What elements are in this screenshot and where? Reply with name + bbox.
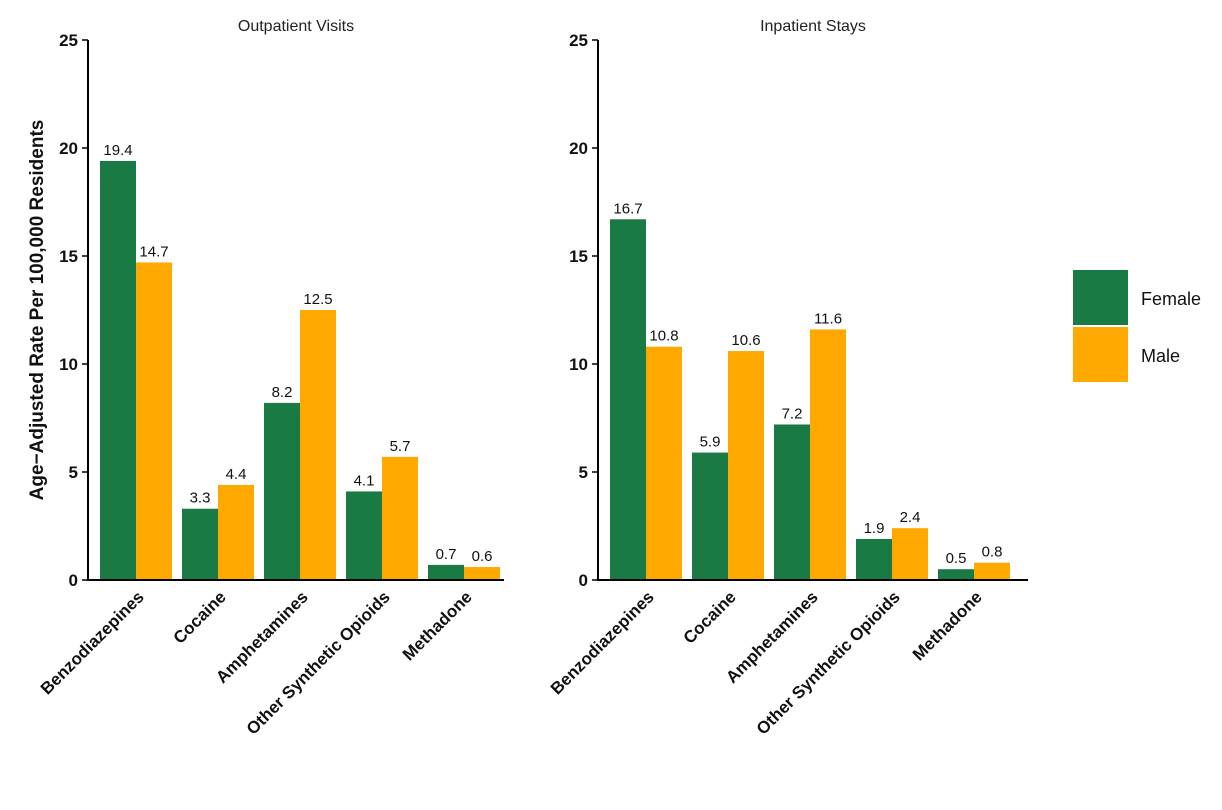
bar-male-methadone — [464, 567, 500, 580]
data-label-male-cocaine: 10.6 — [731, 332, 760, 349]
bar-female-methadone — [938, 569, 974, 580]
data-label-male-cocaine: 4.4 — [226, 466, 247, 483]
data-label-female-amphetamines: 7.2 — [782, 405, 803, 422]
data-label-female-methadone: 0.5 — [946, 550, 967, 567]
data-label-female-benzodiazepines: 16.7 — [613, 200, 642, 217]
category-label-cocaine: Cocaine — [680, 587, 740, 647]
y-tick-label-25: 25 — [59, 31, 78, 50]
y-tick-label-10: 10 — [59, 355, 78, 374]
y-tick-label-10: 10 — [569, 355, 588, 374]
data-label-female-cocaine: 3.3 — [190, 490, 211, 507]
data-label-male-methadone: 0.8 — [982, 544, 1003, 561]
y-axis-title: Age−Adjusted Rate Per 100,000 Residents — [27, 120, 48, 501]
bar-male-other-synthetic-opioids — [892, 528, 928, 580]
data-label-female-benzodiazepines: 19.4 — [103, 142, 132, 159]
bar-male-amphetamines — [810, 329, 846, 580]
panel-inpatient-stays: Inpatient Stays 16.7 10.8 Benzodiazepines 5.… — [547, 18, 1028, 738]
data-label-male-methadone: 0.6 — [472, 548, 493, 565]
data-label-male-amphetamines: 11.6 — [814, 310, 842, 327]
data-label-female-amphetamines: 8.2 — [272, 384, 293, 401]
y-tick-label-15: 15 — [59, 247, 78, 266]
bar-female-amphetamines — [774, 424, 810, 580]
data-label-female-other-synthetic-opioids: 4.1 — [354, 472, 375, 489]
data-label-female-cocaine: 5.9 — [700, 434, 721, 451]
bar-male-cocaine — [728, 351, 764, 580]
bar-male-amphetamines — [300, 310, 336, 580]
data-label-male-benzodiazepines: 10.8 — [649, 328, 678, 345]
panel-title-inpatient-stays: Inpatient Stays — [760, 18, 866, 35]
bar-female-benzodiazepines — [610, 219, 646, 580]
data-label-female-methadone: 0.7 — [436, 546, 457, 563]
data-label-male-other-synthetic-opioids: 2.4 — [900, 509, 921, 526]
data-label-male-benzodiazepines: 14.7 — [139, 243, 168, 260]
data-label-male-other-synthetic-opioids: 5.7 — [390, 438, 411, 455]
category-label-cocaine: Cocaine — [170, 587, 230, 647]
bar-female-amphetamines — [264, 402, 300, 580]
legend-label-male: Male — [1141, 346, 1180, 366]
category-label-benzodiazepines: Benzodiazepines — [547, 587, 658, 698]
category-label-other-synthetic-opioids: Other Synthetic Opioids — [243, 587, 394, 738]
bar-male-cocaine — [218, 484, 254, 580]
category-label-methadone: Methadone — [399, 587, 476, 664]
bar-female-other-synthetic-opioids — [856, 538, 892, 580]
data-label-female-other-synthetic-opioids: 1.9 — [864, 520, 885, 537]
y-tick-label-0: 0 — [69, 571, 78, 590]
legend-label-female: Female — [1141, 289, 1201, 309]
bar-female-cocaine — [692, 452, 728, 580]
y-tick-label-25: 25 — [569, 31, 588, 50]
y-tick-label-5: 5 — [579, 463, 588, 482]
bar-female-methadone — [428, 564, 464, 580]
data-label-male-amphetamines: 12.5 — [303, 291, 332, 308]
category-label-benzodiazepines: Benzodiazepines — [37, 587, 148, 698]
bar-male-benzodiazepines — [646, 346, 682, 580]
panel-title-outpatient-visits: Outpatient Visits — [238, 18, 354, 35]
bar-male-benzodiazepines — [136, 262, 172, 580]
bar-female-other-synthetic-opioids — [346, 491, 382, 580]
panel-outpatient-visits: Outpatient Visits 19.4 14.7 Benzodiazepines… — [37, 18, 504, 738]
y-tick-label-20: 20 — [59, 139, 78, 158]
category-label-other-synthetic-opioids: Other Synthetic Opioids — [753, 587, 904, 738]
bar-female-benzodiazepines — [100, 160, 136, 580]
bar-female-cocaine — [182, 508, 218, 580]
y-tick-label-20: 20 — [569, 139, 588, 158]
legend-swatch-female — [1073, 270, 1128, 325]
legend-swatch-male — [1073, 327, 1128, 382]
y-tick-label-5: 5 — [69, 463, 78, 482]
category-label-methadone: Methadone — [909, 587, 986, 664]
bar-male-other-synthetic-opioids — [382, 456, 418, 580]
y-tick-label-0: 0 — [579, 571, 588, 590]
bar-male-methadone — [974, 562, 1010, 580]
y-tick-label-15: 15 — [569, 247, 588, 266]
legend: Female Male — [1073, 270, 1201, 382]
